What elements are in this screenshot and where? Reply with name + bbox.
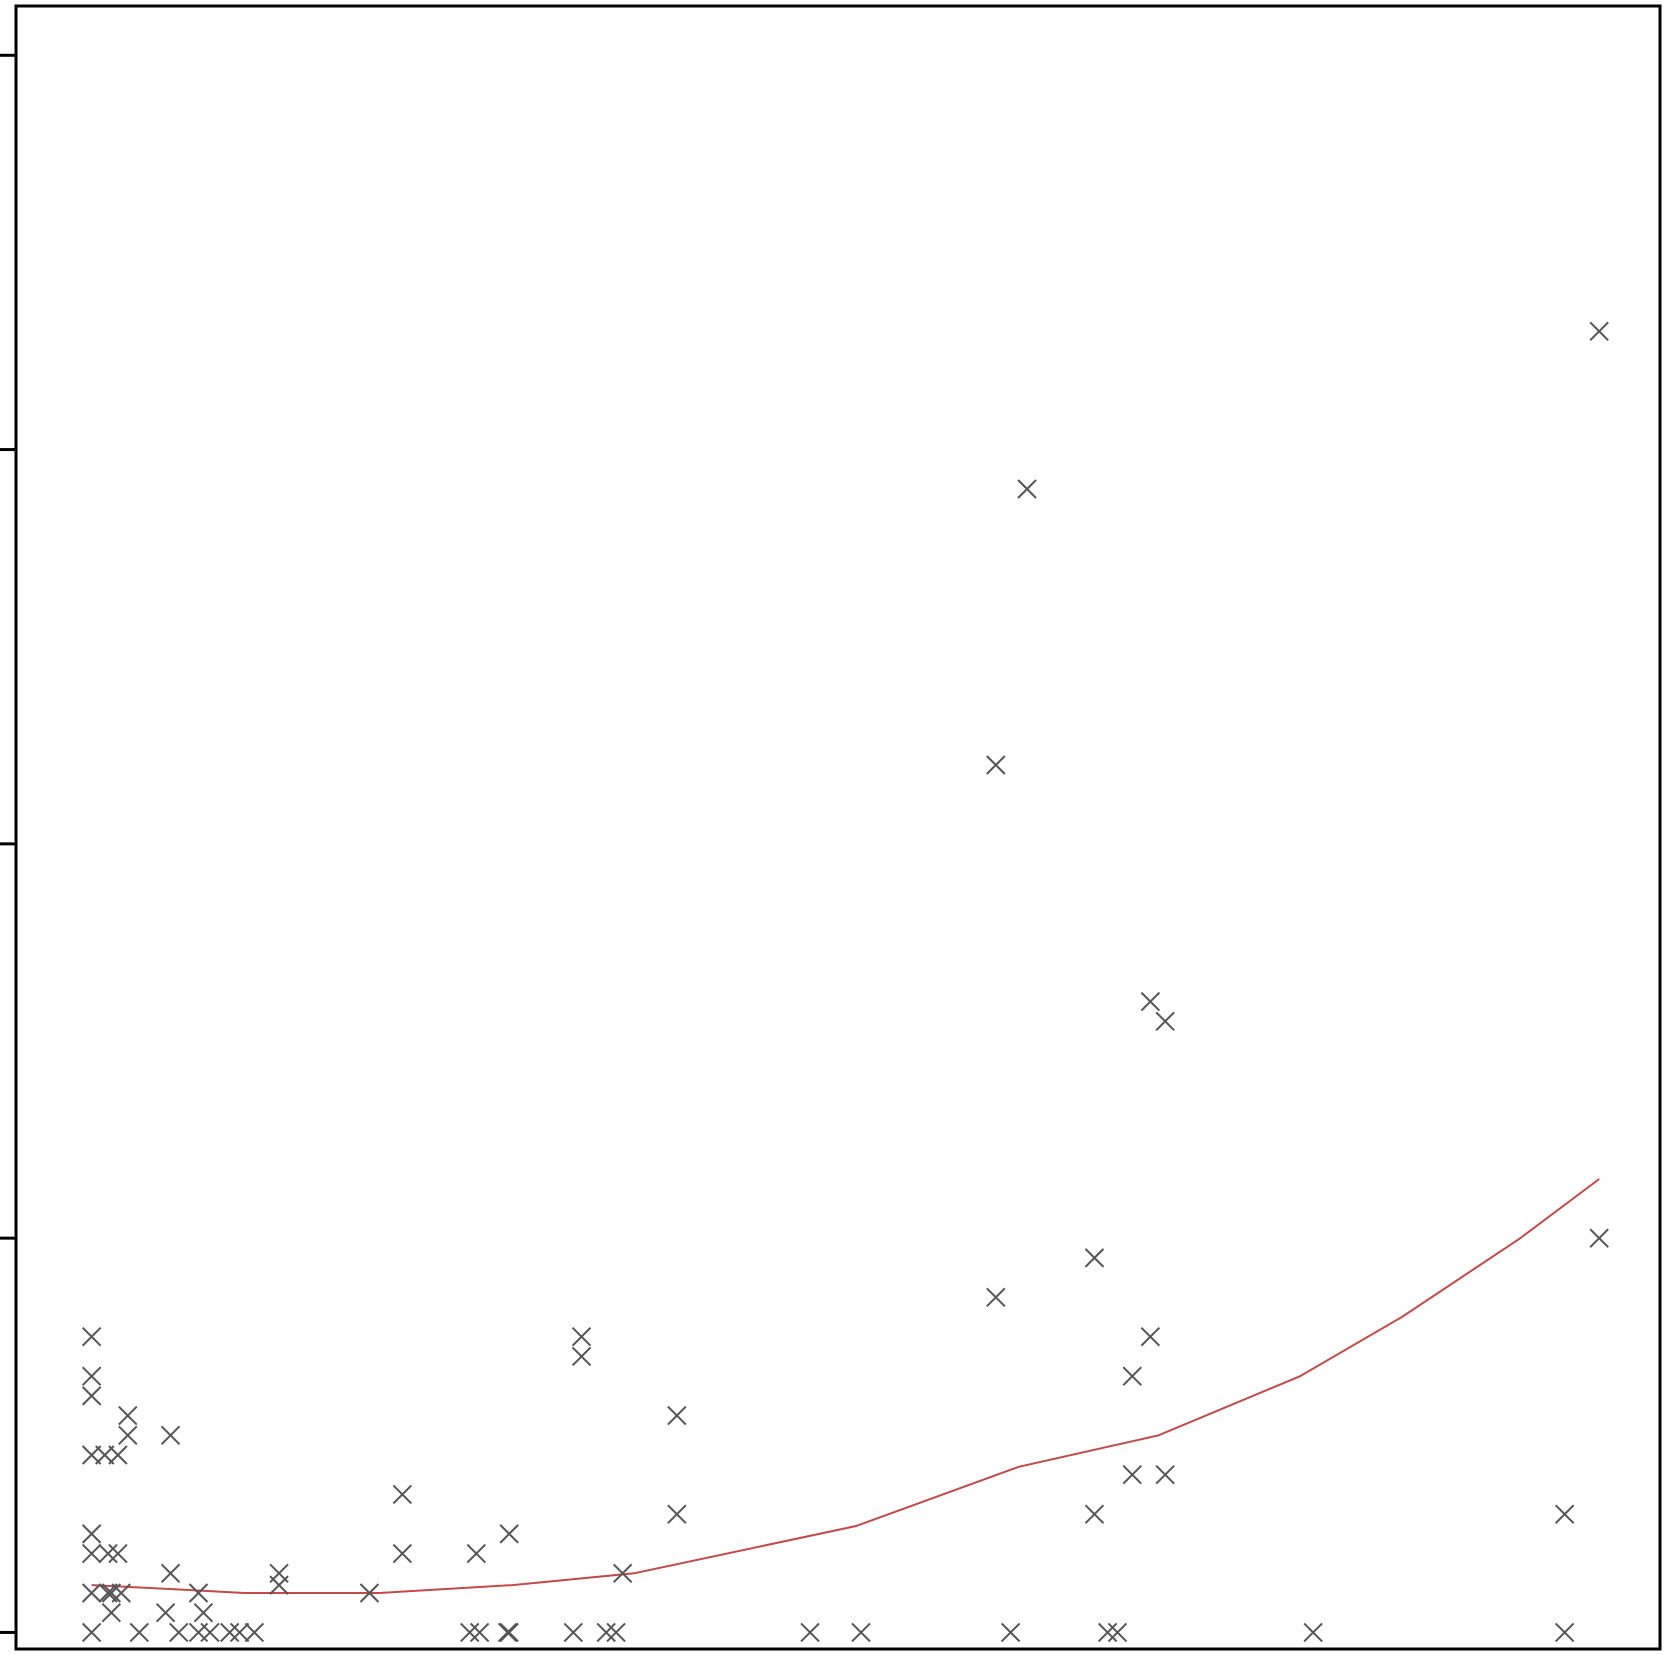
data-point xyxy=(1140,1327,1161,1347)
points-layer xyxy=(81,321,1609,1643)
data-point xyxy=(1155,1011,1175,1031)
data-point xyxy=(1589,321,1609,341)
data-point xyxy=(1554,1504,1575,1524)
data-point xyxy=(1122,1465,1142,1485)
data-point xyxy=(98,1543,118,1564)
data-point xyxy=(229,1622,250,1643)
trend-line xyxy=(91,1178,1600,1594)
data-point xyxy=(129,1622,150,1643)
data-point xyxy=(101,1603,122,1623)
data-point xyxy=(81,1386,102,1406)
data-point xyxy=(81,1524,102,1544)
data-point xyxy=(81,1622,102,1643)
data-point xyxy=(392,1543,413,1564)
data-point xyxy=(1554,1622,1575,1643)
data-point xyxy=(667,1504,687,1524)
data-point xyxy=(188,1583,209,1603)
data-point xyxy=(986,1287,1006,1307)
data-point xyxy=(169,1622,189,1643)
data-point xyxy=(1155,1465,1175,1485)
data-point xyxy=(571,1327,592,1347)
data-point xyxy=(155,1603,176,1623)
data-point xyxy=(1589,1228,1609,1248)
data-point xyxy=(499,1524,519,1544)
data-point xyxy=(1140,991,1161,1012)
data-point xyxy=(596,1622,616,1643)
trend-layer xyxy=(91,1178,1600,1594)
data-point xyxy=(469,1622,490,1643)
data-point xyxy=(606,1622,626,1643)
data-point xyxy=(1084,1248,1105,1268)
data-point xyxy=(81,1327,102,1347)
data-point xyxy=(1084,1504,1105,1524)
data-point xyxy=(466,1543,487,1564)
plot-frame xyxy=(14,4,1662,1651)
data-point xyxy=(1122,1366,1142,1386)
y-axis-ticks xyxy=(0,53,16,1634)
data-point xyxy=(986,755,1006,775)
data-point xyxy=(108,1543,128,1564)
data-point xyxy=(1097,1622,1118,1643)
data-point xyxy=(497,1622,518,1643)
data-point xyxy=(499,1622,519,1643)
data-point xyxy=(118,1425,138,1446)
data-point xyxy=(160,1563,181,1584)
data-point xyxy=(800,1622,820,1643)
data-point xyxy=(563,1622,584,1643)
data-point xyxy=(111,1583,131,1603)
data-point xyxy=(244,1622,265,1643)
data-point xyxy=(460,1622,480,1643)
data-point xyxy=(851,1622,871,1643)
data-point xyxy=(108,1445,128,1465)
data-point xyxy=(571,1346,592,1367)
data-point xyxy=(1017,479,1037,499)
data-point xyxy=(81,1583,102,1603)
data-point xyxy=(81,1366,102,1386)
data-point xyxy=(392,1484,413,1505)
data-point xyxy=(269,1575,289,1595)
data-point xyxy=(200,1622,220,1643)
data-point xyxy=(118,1405,138,1426)
data-point xyxy=(1000,1622,1021,1643)
data-point xyxy=(81,1543,102,1564)
data-point xyxy=(612,1563,633,1584)
data-point xyxy=(1107,1622,1128,1643)
data-point xyxy=(193,1603,214,1623)
data-point xyxy=(101,1583,122,1603)
data-point xyxy=(359,1583,380,1603)
data-point xyxy=(1303,1622,1323,1643)
data-point xyxy=(160,1425,181,1446)
data-point xyxy=(220,1622,240,1643)
data-point xyxy=(667,1405,687,1426)
